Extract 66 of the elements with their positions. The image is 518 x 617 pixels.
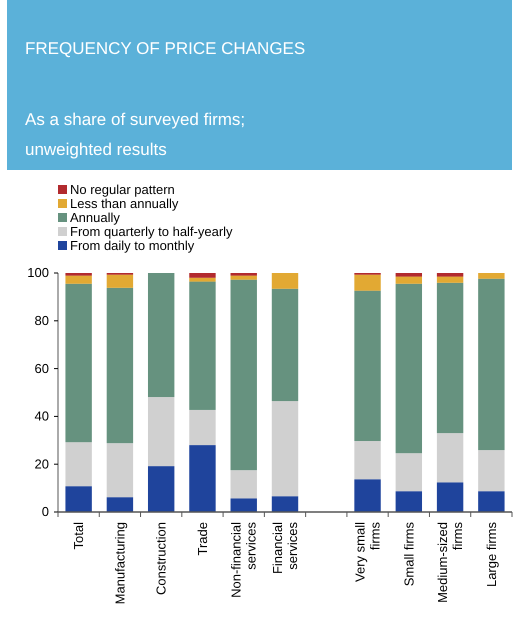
bar: [272, 288, 298, 402]
bar: [478, 278, 505, 450]
x-tick-label: Construction: [154, 522, 169, 595]
y-tick-label: 40: [34, 408, 49, 424]
legend-label: Annually: [70, 210, 120, 225]
bar: [230, 280, 257, 470]
bar: [396, 491, 422, 512]
bar: [189, 278, 216, 282]
x-tick-label: Total: [71, 522, 86, 550]
bar: [65, 442, 92, 486]
bar: [230, 470, 257, 498]
y-tick-label: 100: [27, 265, 49, 280]
y-tick-label: 0: [42, 504, 49, 520]
bar: [354, 479, 381, 512]
bar: [65, 276, 92, 284]
chart-subtitle: As a share of surveyed firms; unweighted results: [25, 110, 246, 159]
bar: [230, 498, 257, 512]
bar: [148, 466, 174, 512]
bar: [189, 410, 216, 446]
bar: [230, 276, 257, 280]
bar: [436, 276, 464, 283]
chart-title: FREQUENCY OF PRICE CHANGES: [25, 39, 306, 58]
bar: [436, 433, 464, 482]
bar: [354, 274, 381, 291]
bar: [106, 497, 134, 512]
bar: [272, 273, 298, 289]
bar: [189, 445, 216, 512]
y-tick-label: 20: [34, 456, 49, 472]
bar: [106, 443, 134, 498]
bar: [148, 397, 174, 466]
bar: [478, 450, 505, 492]
bar: [65, 284, 92, 442]
bar: [65, 486, 92, 512]
bar: [478, 273, 505, 279]
legend-label: Less than annually: [70, 196, 179, 211]
bar: [436, 482, 464, 512]
bar: [396, 284, 422, 454]
bar: [189, 273, 216, 278]
bar: [396, 276, 422, 284]
bar: [396, 453, 422, 492]
bar: [230, 273, 257, 276]
x-tick-label: Medium-sized firms: [435, 522, 466, 603]
x-tick-label: Manufacturing: [112, 522, 128, 604]
y-tick-label: 60: [34, 360, 49, 376]
bar: [354, 290, 381, 442]
x-tick-label: Small firms: [401, 522, 416, 586]
bar: [106, 288, 134, 444]
bar: [148, 273, 174, 398]
x-tick-label: Very small firms: [352, 522, 383, 582]
bar: [189, 282, 216, 410]
bar: [272, 496, 298, 512]
bar: [106, 274, 134, 288]
bar: [354, 441, 381, 480]
x-tick-label: Large firms: [484, 522, 499, 588]
x-tick-label: Non-financial services: [228, 522, 259, 598]
legend-label: From daily to monthly: [70, 238, 195, 253]
bar: [65, 273, 92, 276]
bar: [478, 491, 505, 512]
bar: [396, 273, 422, 277]
bar: [272, 401, 298, 496]
legend-label: From quarterly to half-yearly: [70, 224, 234, 239]
bar: [436, 273, 464, 277]
x-tick-label: Trade: [194, 522, 210, 556]
y-tick-label: 80: [34, 312, 49, 328]
legend-label: No regular pattern: [70, 182, 175, 197]
bar: [436, 282, 464, 434]
